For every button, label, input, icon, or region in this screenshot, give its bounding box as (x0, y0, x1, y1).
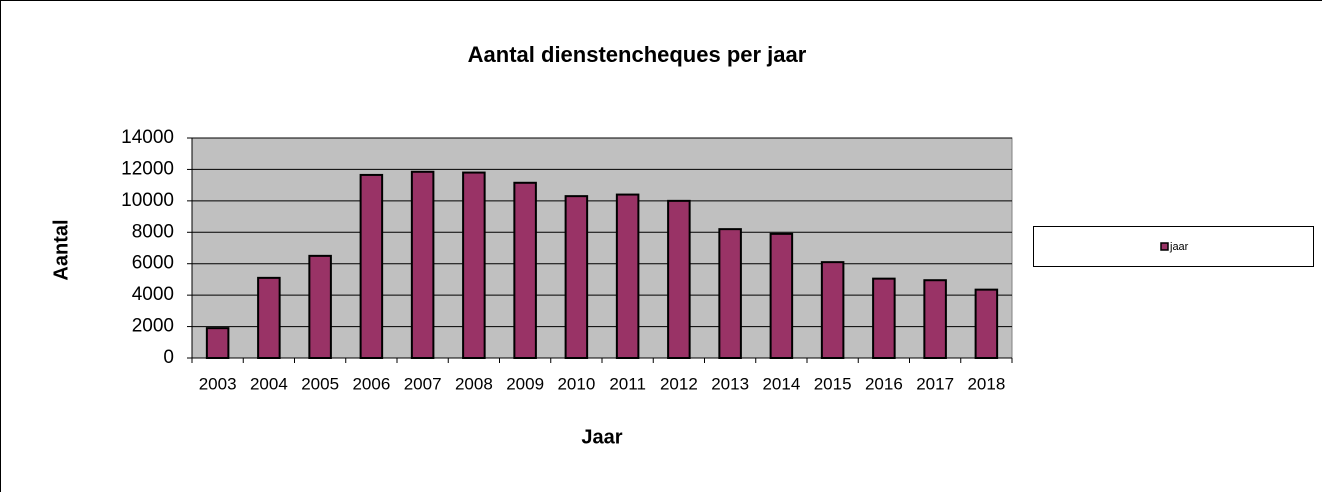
y-tick-label: 4000 (132, 284, 174, 305)
bar (873, 279, 895, 358)
bar (463, 173, 485, 358)
y-tick-label: 10000 (121, 190, 174, 211)
x-tick-label: 2011 (609, 374, 646, 393)
bar (924, 280, 946, 358)
bar (514, 183, 536, 358)
x-tick-label: 2003 (199, 374, 237, 393)
legend-marker (1161, 243, 1168, 250)
bar (617, 195, 639, 358)
x-tick-label: 2006 (352, 374, 390, 393)
legend-label: jaar (1169, 241, 1189, 253)
x-tick-label: 2018 (967, 374, 1005, 393)
x-tick-label: 2014 (762, 374, 800, 393)
y-tick-label: 8000 (132, 221, 174, 242)
bar (976, 290, 998, 358)
y-axis-title: Aantal (50, 219, 72, 280)
y-tick-label: 12000 (121, 158, 174, 179)
x-tick-label: 2012 (660, 374, 698, 393)
bar (361, 175, 383, 358)
bar (258, 278, 280, 358)
bar (668, 201, 690, 358)
bar (822, 262, 844, 358)
x-tick-label: 2015 (814, 374, 852, 393)
bar (412, 172, 434, 358)
y-tick-label: 6000 (132, 253, 174, 274)
y-tick-label: 0 (163, 347, 174, 368)
y-tick-label: 2000 (132, 316, 174, 337)
y-tick-label: 14000 (121, 127, 174, 148)
x-tick-label: 2017 (916, 374, 954, 393)
bar (566, 196, 588, 358)
x-tick-label: 2005 (301, 374, 339, 393)
bar (719, 229, 741, 358)
bar (771, 234, 793, 358)
bar (309, 256, 331, 358)
x-tick-label: 2004 (250, 374, 288, 393)
bar (207, 328, 229, 358)
x-tick-label: 2008 (455, 374, 493, 393)
x-tick-label: 2013 (711, 374, 749, 393)
x-tick-label: 2007 (404, 374, 442, 393)
x-axis-title: Jaar (581, 426, 622, 448)
chart-title: Aantal dienstencheques per jaar (468, 42, 807, 67)
x-tick-label: 2016 (865, 374, 903, 393)
x-tick-label: 2009 (506, 374, 544, 393)
x-tick-label: 2010 (557, 374, 595, 393)
